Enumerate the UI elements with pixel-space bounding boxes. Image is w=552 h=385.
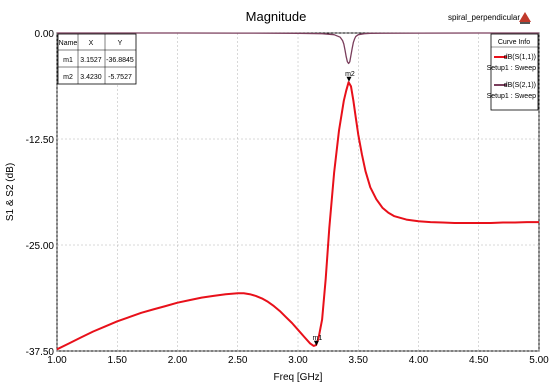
marker-table-header-x: X <box>89 40 94 47</box>
x-tick-label: 4.50 <box>469 355 489 366</box>
legend-title: Curve Info <box>498 39 530 46</box>
y-tick-label: 0.00 <box>35 29 55 40</box>
marker-table-row-m2-x: 3.4230 <box>80 74 102 81</box>
x-axis-ticks: 1.00 1.50 2.00 2.50 3.00 3.50 4.00 4.50 5.00 <box>47 355 549 366</box>
x-tick-label: 3.50 <box>349 355 369 366</box>
y-axis-label: S1 & S2 (dB) <box>5 163 16 221</box>
marker-table[interactable]: Name X Y m1 3.1527 -36.8845 m2 3.4230 -5… <box>57 33 137 85</box>
series-line-s21 <box>57 32 539 65</box>
ansys-logo-icon <box>519 12 531 24</box>
y-tick-label: -25.00 <box>26 241 55 252</box>
legend-entry-s21-setup: Setup1 : Sweep <box>487 93 537 100</box>
legend-entry-s21-name: dB(S(2,1)) <box>504 82 536 89</box>
y-tick-label: -37.50 <box>26 347 55 358</box>
x-tick-label: 1.50 <box>108 355 128 366</box>
y-axis-ticks: 0.00 -12.50 -25.00 -37.50 <box>26 29 55 358</box>
marker-m1-point[interactable] <box>313 340 319 346</box>
legend[interactable]: Curve Info dB(S(1,1)) Setup1 : Sweep dB(… <box>487 33 539 111</box>
legend-entry-s11-setup: Setup1 : Sweep <box>487 65 537 72</box>
chart-title: Magnitude <box>246 9 307 24</box>
legend-entry-s11-name: dB(S(1,1)) <box>504 54 536 61</box>
marker-table-row-m2-y: -5.7527 <box>108 74 132 81</box>
markers: m1 m2 <box>313 71 355 346</box>
marker-table-header-name: Name <box>59 40 78 47</box>
marker-m2-label: m2 <box>345 71 355 78</box>
design-name: spiral_perpendicular <box>448 13 520 22</box>
x-tick-label: 5.00 <box>529 355 549 366</box>
marker-table-row-m1-name: m1 <box>63 57 73 64</box>
marker-table-header-y: Y <box>118 40 123 47</box>
marker-table-row-m1-y: -36.8845 <box>106 57 134 64</box>
curves <box>56 32 539 351</box>
x-axis-label: Freq [GHz] <box>274 372 323 383</box>
x-tick-label: 3.00 <box>288 355 308 366</box>
marker-table-row-m1-x: 3.1527 <box>80 57 102 64</box>
y-tick-label: -12.50 <box>26 135 55 146</box>
x-tick-label: 2.00 <box>168 355 188 366</box>
marker-table-row-m2-name: m2 <box>63 74 73 81</box>
marker-m1-label: m1 <box>313 335 323 342</box>
x-tick-label: 2.50 <box>228 355 248 366</box>
x-tick-label: 1.00 <box>47 355 67 366</box>
series-line-s11 <box>56 81 539 351</box>
marker-m2-point[interactable] <box>346 76 352 82</box>
x-tick-label: 4.00 <box>409 355 429 366</box>
